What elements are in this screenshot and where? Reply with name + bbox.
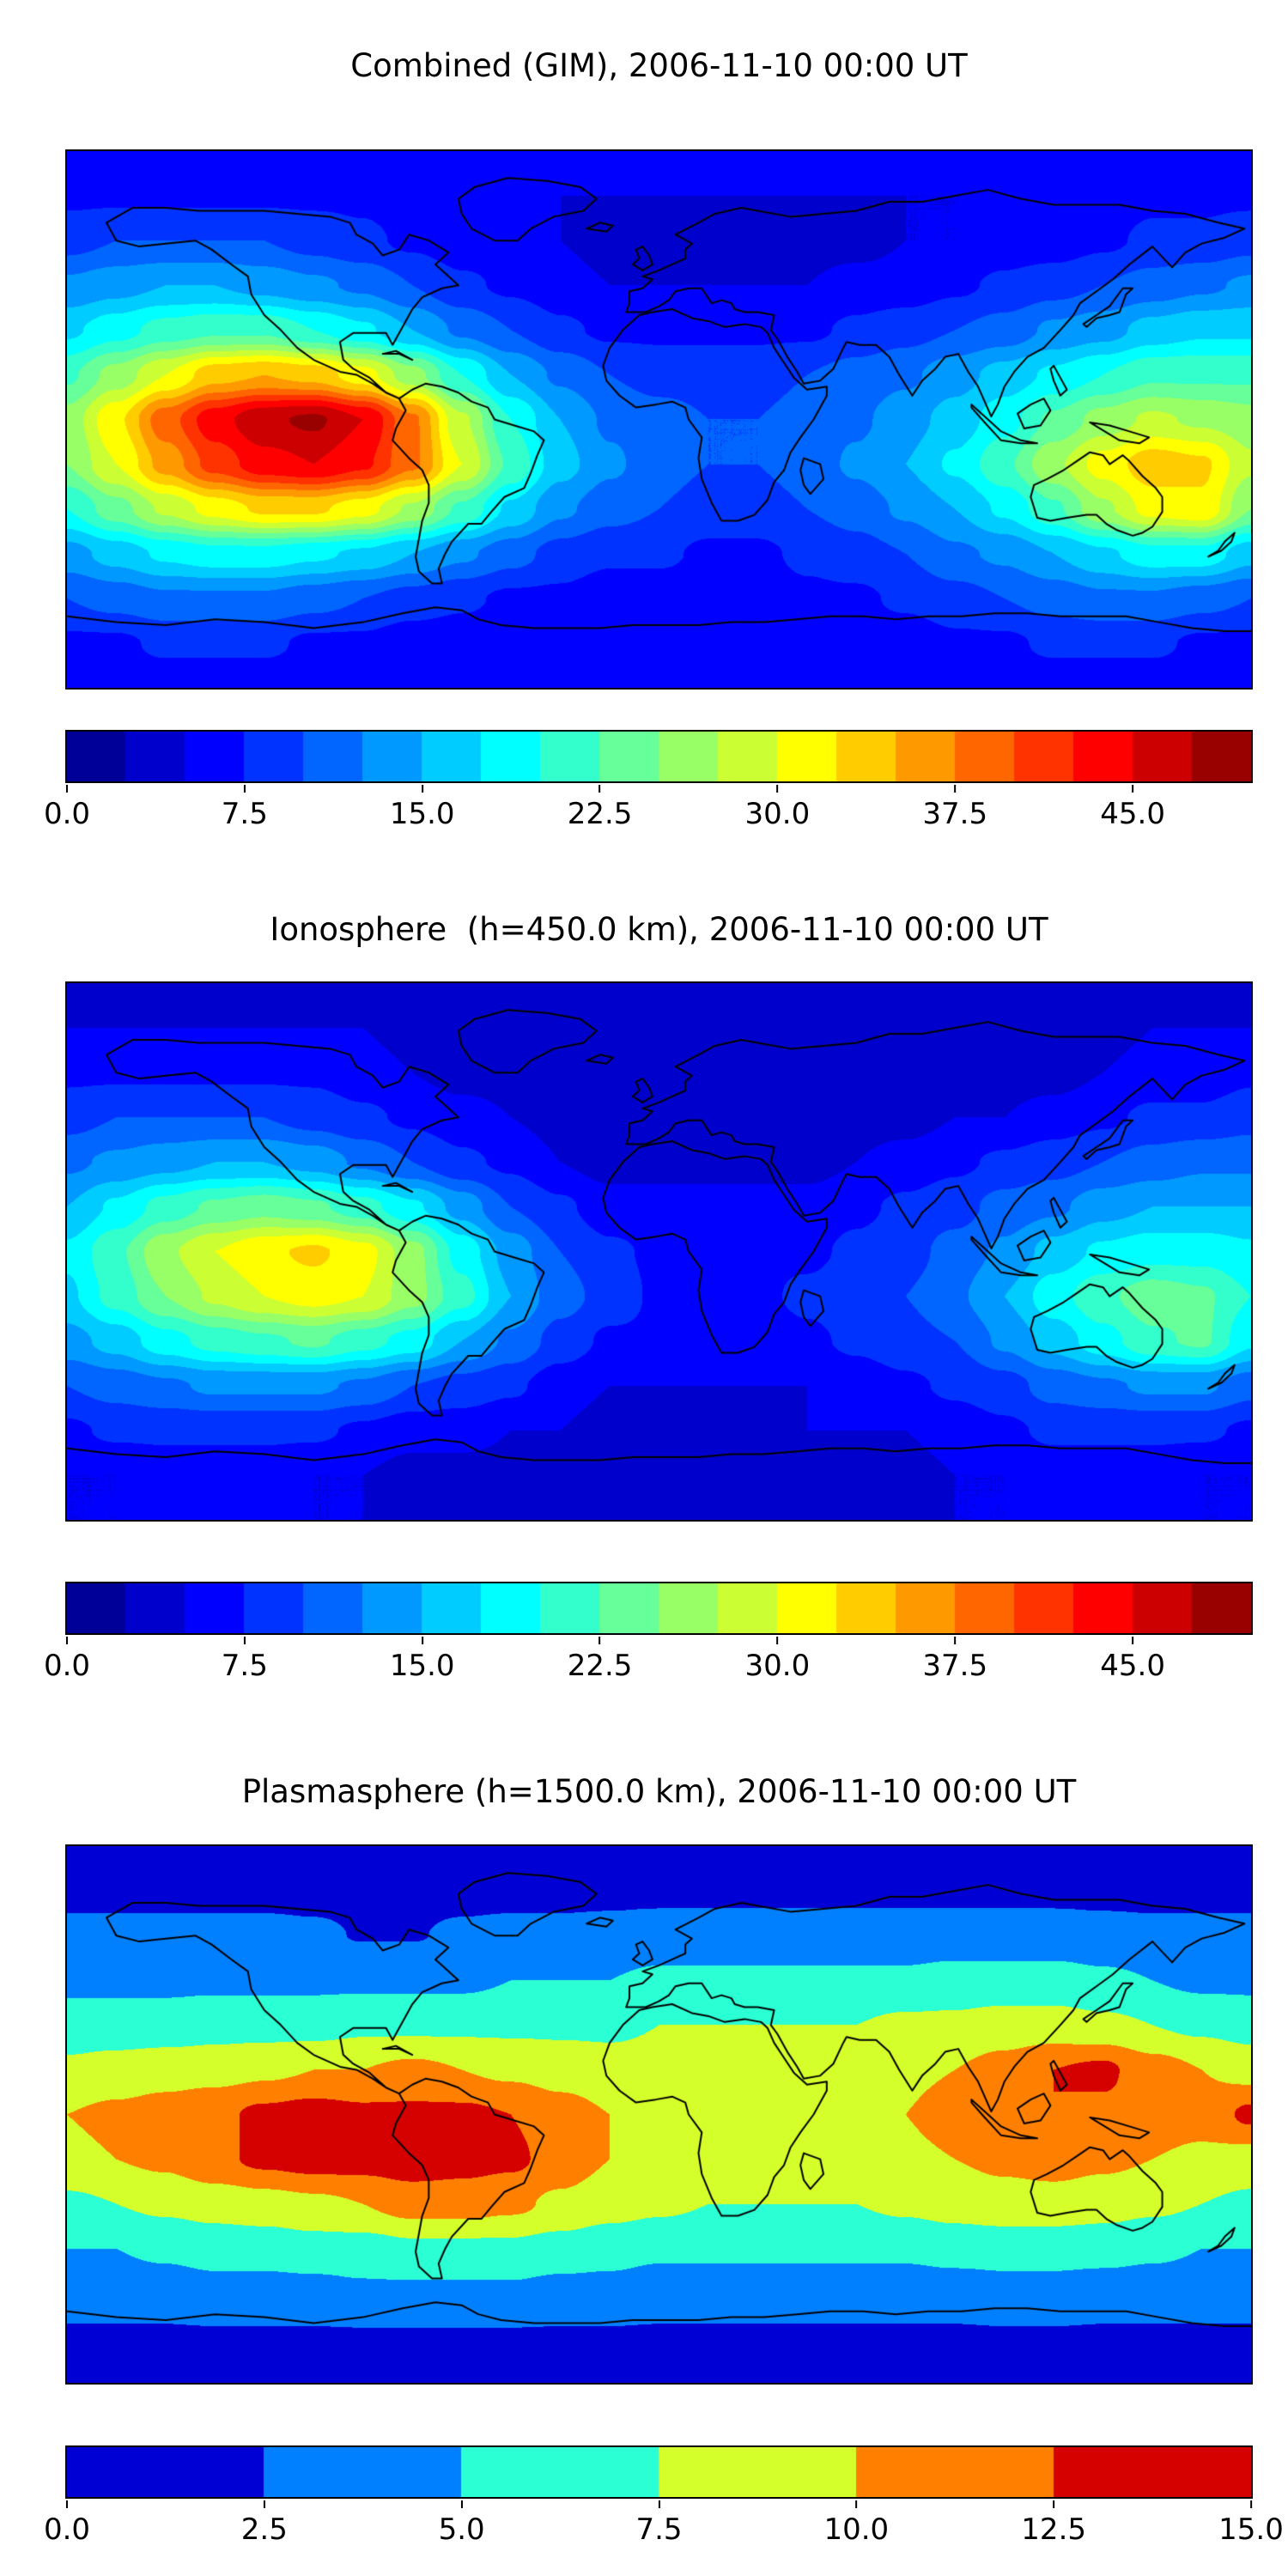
colorbar-tick: 2.5: [241, 2500, 288, 2547]
tick-mark: [460, 2500, 463, 2508]
colorbar-tick: 45.0: [1100, 1637, 1165, 1683]
colorbar-tick: 30.0: [744, 785, 811, 831]
tick-mark: [1249, 2500, 1252, 2508]
tick-label: 0.0: [43, 2512, 91, 2547]
tick-label: 45.0: [1100, 797, 1165, 831]
tick-mark: [263, 2500, 265, 2508]
tick-mark: [1053, 2500, 1055, 2508]
tick-mark: [598, 785, 601, 793]
tick-label: 15.0: [1218, 2512, 1284, 2547]
tick-mark: [243, 1637, 246, 1644]
tick-mark: [65, 785, 68, 793]
colorbar-ionosphere: [65, 1582, 1253, 1635]
tick-label: 0.0: [43, 1649, 91, 1683]
tick-label: 12.5: [1021, 2512, 1087, 2547]
colorbar-tick: 30.0: [744, 1637, 811, 1683]
tick-label: 22.5: [567, 797, 633, 831]
tick-mark: [421, 785, 423, 793]
tick-mark: [776, 785, 779, 793]
tick-mark: [421, 1637, 423, 1644]
colorbar-combined: [65, 730, 1253, 783]
tick-label: 37.5: [922, 797, 988, 831]
map-canvas-combined: [67, 151, 1251, 688]
tick-mark: [776, 1637, 779, 1644]
map-canvas-ionosphere: [67, 983, 1251, 1520]
panel-title-combined: Combined (GIM), 2006-11-10 00:00 UT: [350, 47, 968, 84]
tick-label: 7.5: [221, 1649, 268, 1683]
tick-label: 15.0: [389, 1649, 455, 1683]
colorbar-tick: 0.0: [44, 1637, 90, 1683]
colorbar-canvas-ionosphere: [67, 1583, 1251, 1633]
tick-mark: [954, 1637, 957, 1644]
colorbar-tick: 15.0: [390, 1637, 455, 1683]
tick-label: 37.5: [922, 1649, 988, 1683]
colorbar-tick: 5.0: [439, 2500, 485, 2547]
colorbar-plasmasphere: [65, 2445, 1253, 2499]
colorbar-ticks-combined: 0.0 7.5 15.0 22.5 30.0 37.5 45.0: [44, 785, 1251, 836]
tick-label: 22.5: [567, 1649, 633, 1683]
colorbar-tick: 7.5: [222, 785, 268, 831]
colorbar-tick: 0.0: [44, 2500, 90, 2547]
colorbar-tick: 22.5: [567, 1637, 633, 1683]
tick-label: 30.0: [744, 797, 811, 831]
tick-label: 45.0: [1100, 1649, 1165, 1683]
colorbar-tick: 37.5: [922, 1637, 987, 1683]
map-canvas-plasmasphere: [67, 1846, 1251, 2383]
tick-mark: [658, 2500, 660, 2508]
tick-label: 5.0: [438, 2512, 485, 2547]
colorbar-tick: 45.0: [1100, 785, 1165, 831]
colorbar-tick: 7.5: [635, 2500, 683, 2547]
colorbar-tick: 37.5: [922, 785, 987, 831]
panel-title-ionosphere: Ionosphere (h=450.0 km), 2006-11-10 00:0…: [270, 911, 1048, 948]
map-frame-ionosphere: [65, 981, 1253, 1522]
tick-label: 7.5: [221, 797, 268, 831]
tick-mark: [243, 785, 246, 793]
tick-label: 30.0: [744, 1649, 811, 1683]
colorbar-tick: 22.5: [567, 785, 633, 831]
colorbar-ticks-plasmasphere: 0.0 2.5 5.0 7.5 10.0 12.5 15.0: [44, 2500, 1284, 2552]
panel-title-plasmasphere: Plasmasphere (h=1500.0 km), 2006-11-10 0…: [241, 1773, 1077, 1810]
tick-mark: [598, 1637, 601, 1644]
tick-label: 2.5: [240, 2512, 288, 2547]
tick-mark: [855, 2500, 858, 2508]
map-frame-combined: [65, 149, 1253, 690]
colorbar-ticks-ionosphere: 0.0 7.5 15.0 22.5 30.0 37.5 45.0: [44, 1637, 1251, 1688]
colorbar-canvas-combined: [67, 732, 1251, 781]
tick-label: 15.0: [389, 797, 455, 831]
colorbar-tick: 0.0: [44, 785, 90, 831]
tick-mark: [954, 785, 957, 793]
colorbar-tick: 12.5: [1021, 2500, 1086, 2547]
map-frame-plasmasphere: [65, 1844, 1253, 2385]
tick-mark: [65, 1637, 68, 1644]
tick-mark: [1132, 785, 1134, 793]
tick-mark: [65, 2500, 68, 2508]
colorbar-canvas-plasmasphere: [67, 2447, 1251, 2497]
tick-label: 7.5: [635, 2512, 683, 2547]
colorbar-tick: 15.0: [390, 785, 455, 831]
colorbar-tick: 15.0: [1218, 2500, 1284, 2547]
colorbar-tick: 7.5: [222, 1637, 268, 1683]
tick-label: 10.0: [823, 2512, 890, 2547]
colorbar-tick: 10.0: [823, 2500, 889, 2547]
tick-label: 0.0: [43, 797, 91, 831]
tick-mark: [1132, 1637, 1134, 1644]
